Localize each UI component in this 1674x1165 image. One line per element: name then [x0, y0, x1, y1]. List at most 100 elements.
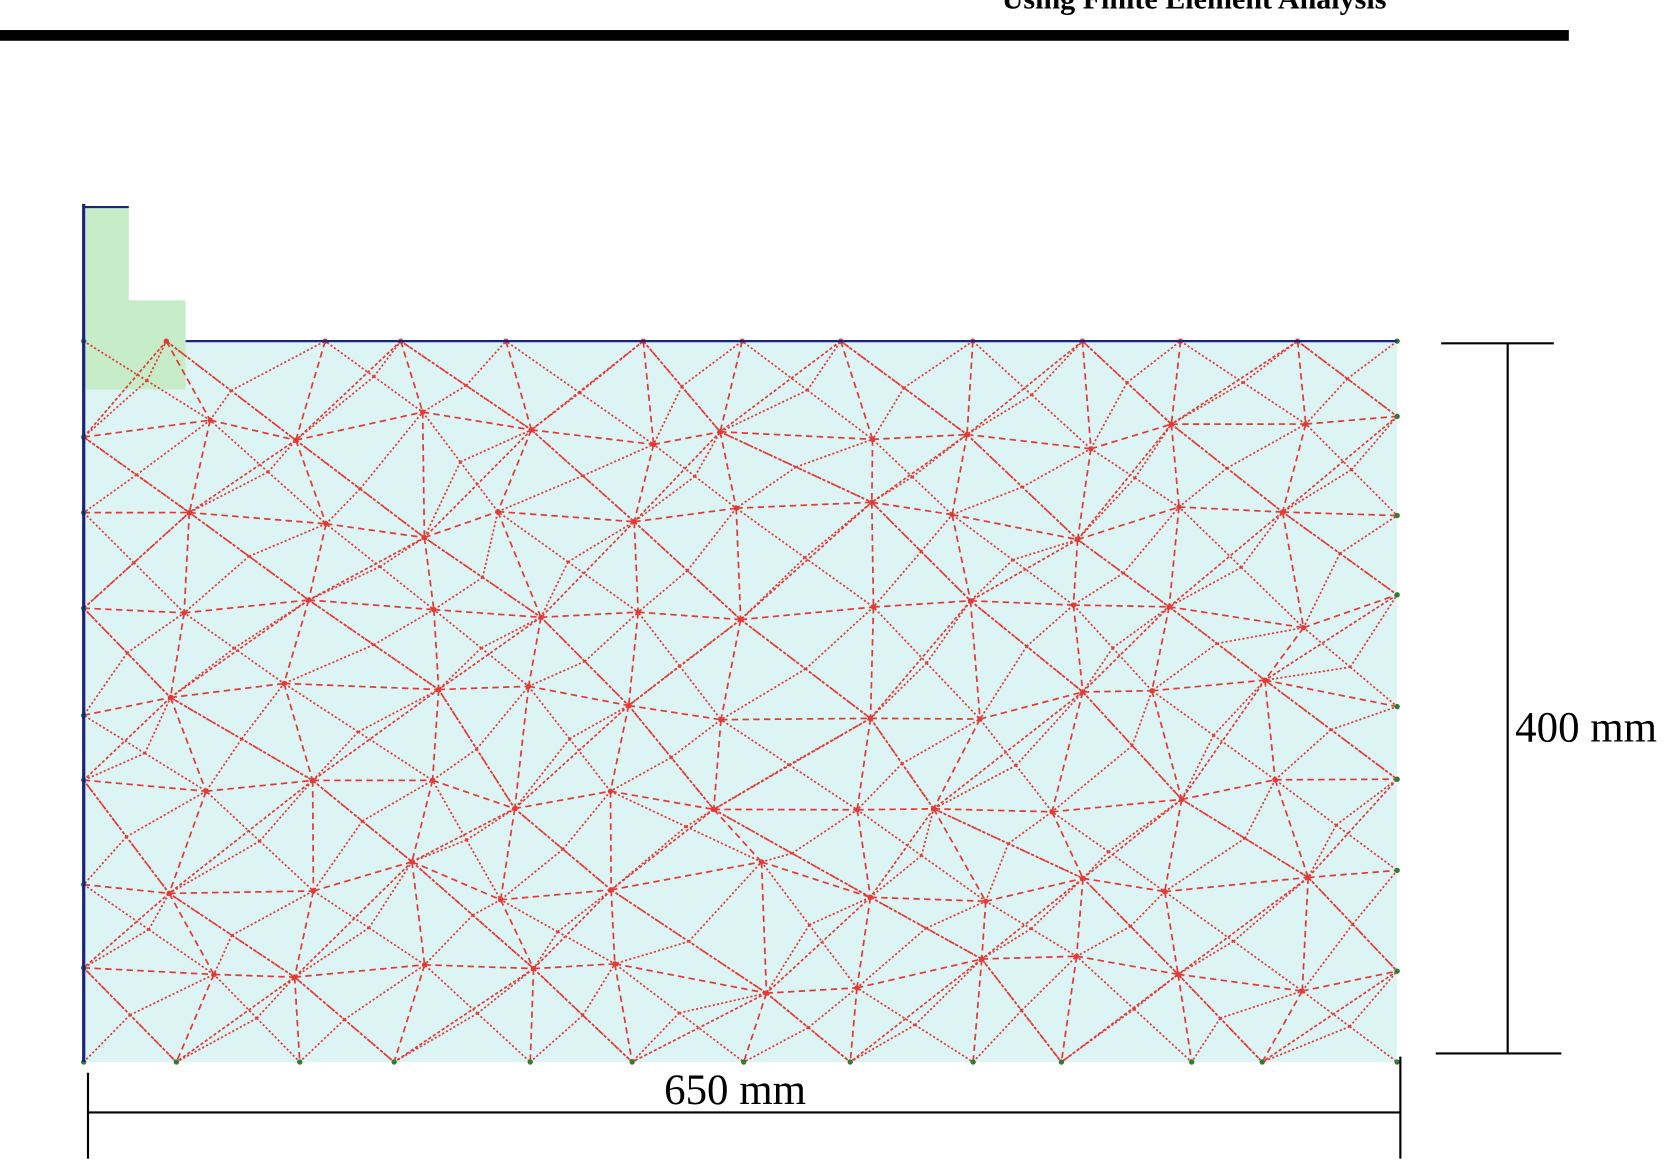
- mesh-edge: [497, 429, 533, 512]
- mesh-edge: [1134, 477, 1180, 508]
- mesh-edge: [188, 471, 269, 514]
- mesh-edge: [1112, 606, 1170, 649]
- mesh-edge: [1107, 850, 1166, 893]
- mesh-edge: [540, 611, 639, 619]
- mesh-edge: [679, 992, 767, 1014]
- mesh-edge: [933, 807, 1053, 813]
- mesh-edge: [294, 927, 370, 978]
- mesh-edge: [1072, 604, 1114, 649]
- mesh-node: [203, 788, 209, 794]
- mesh-edge: [1122, 572, 1170, 608]
- mesh-edge: [368, 861, 413, 929]
- mesh-edge: [343, 964, 426, 1021]
- mesh-edge: [1181, 798, 1246, 840]
- mesh-edge: [873, 599, 971, 608]
- mesh-edge: [530, 392, 581, 431]
- mesh-edge: [1346, 378, 1398, 418]
- mesh-edge: [83, 883, 170, 895]
- mesh-edge: [295, 439, 327, 525]
- mesh-edge: [686, 570, 742, 621]
- mesh-edge: [465, 839, 502, 901]
- mesh-edge: [871, 501, 972, 602]
- mesh-edge: [248, 523, 327, 558]
- mesh-edge: [713, 808, 793, 855]
- mesh-edge: [609, 705, 630, 792]
- mesh-edge: [1232, 876, 1309, 942]
- mesh-edge: [966, 340, 1084, 436]
- mesh-edge: [1349, 666, 1398, 708]
- mesh-edge: [688, 861, 763, 943]
- mesh-edge: [720, 619, 742, 720]
- mesh-node: [167, 694, 174, 701]
- mesh-edge: [1168, 566, 1242, 608]
- mesh-edge: [1305, 415, 1398, 425]
- mesh-edge: [870, 717, 981, 720]
- mesh-node: [528, 427, 535, 433]
- mesh-edge: [1264, 679, 1332, 731]
- mesh-edge: [1282, 415, 1398, 513]
- mesh-node: [612, 961, 618, 967]
- mesh-edge: [83, 512, 135, 564]
- mesh-node: [429, 777, 436, 784]
- mesh-edge: [1133, 1008, 1193, 1063]
- mesh-edge: [1330, 729, 1398, 780]
- mesh-edge: [579, 340, 644, 394]
- mesh-edge: [1170, 381, 1244, 425]
- mesh-edge: [532, 889, 612, 970]
- mesh-edge: [871, 476, 913, 503]
- mesh-edge: [1350, 415, 1398, 471]
- mesh-edge: [206, 779, 313, 793]
- mesh-edge: [393, 1012, 478, 1063]
- mesh-edge: [719, 431, 738, 509]
- mesh-edge: [422, 411, 532, 431]
- mesh-node: [1149, 688, 1155, 694]
- mesh-node: [391, 1059, 397, 1065]
- mesh-edge: [1060, 1008, 1135, 1063]
- mesh-edge: [83, 836, 128, 886]
- mesh-edge: [505, 340, 533, 431]
- mesh-edge: [540, 616, 586, 663]
- mesh-edge: [1180, 734, 1215, 800]
- mesh-edge: [1076, 925, 1131, 958]
- mesh-edge: [933, 764, 1017, 810]
- mesh-edge: [170, 599, 310, 699]
- mesh-edge: [567, 561, 639, 613]
- mesh-edge: [475, 748, 516, 810]
- mesh-edge: [438, 616, 542, 691]
- mesh-node: [409, 859, 415, 865]
- width-label: 650 mm: [664, 1067, 806, 1114]
- mesh-edge: [528, 685, 629, 707]
- mesh-edge: [312, 820, 364, 892]
- mesh-edge: [361, 779, 433, 822]
- mesh-node: [181, 610, 187, 616]
- mesh-edge: [970, 538, 1079, 602]
- mesh-edge: [1076, 423, 1173, 541]
- mesh-edge: [308, 599, 375, 646]
- mesh-node: [854, 807, 860, 813]
- mesh-edge: [373, 375, 424, 413]
- mesh-edge: [720, 717, 871, 721]
- mesh-edge: [168, 779, 314, 895]
- mesh-edge: [807, 987, 858, 1029]
- mesh-node: [1080, 689, 1086, 695]
- mesh-edge: [871, 387, 905, 440]
- mesh-edge: [399, 340, 424, 413]
- mesh-edge: [869, 662, 928, 719]
- mesh-node: [306, 597, 312, 603]
- mesh-edge: [513, 686, 530, 809]
- mesh-edge: [610, 790, 714, 811]
- mesh-edge: [325, 522, 425, 539]
- mesh-edge: [1281, 511, 1305, 628]
- mesh-edge: [1282, 511, 1341, 555]
- mesh-edge: [188, 419, 211, 513]
- mesh: [81, 338, 1400, 1065]
- mesh-edge: [144, 697, 172, 754]
- mesh-edge: [720, 718, 790, 766]
- mesh-edge: [1170, 341, 1182, 425]
- mesh-edge: [83, 779, 207, 793]
- mesh-node: [497, 897, 504, 903]
- mesh-node: [949, 511, 955, 518]
- mesh-node: [870, 604, 877, 610]
- mesh-edge: [871, 501, 922, 553]
